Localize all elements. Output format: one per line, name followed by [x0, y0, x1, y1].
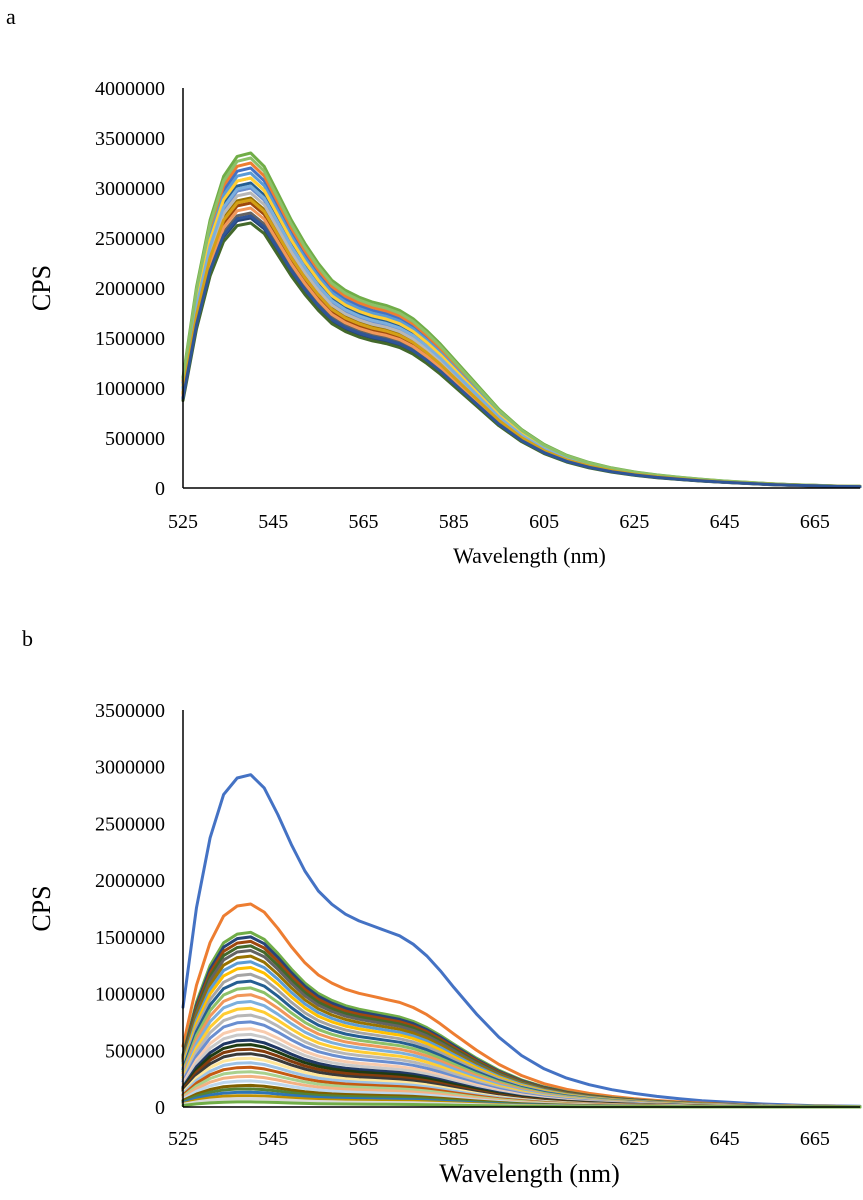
x-tick-label-b: 665 — [800, 1128, 830, 1150]
chart-b: 0 500000 1000000 1500000 2000000 2500000 30000… — [27, 700, 862, 1188]
chart-a: 0 500000 1000000 1500000 2000000 2500000 30000… — [27, 78, 862, 568]
y-tick-label-a: 1000000 — [95, 378, 165, 400]
y-tick-label-b: 500000 — [105, 1040, 165, 1062]
y-tick-label-b: 1500000 — [95, 927, 165, 949]
x-tick-label-a: 525 — [168, 511, 198, 533]
panel-label-a: a — [6, 4, 16, 29]
y-tick-label-b: 3500000 — [95, 700, 165, 722]
panel-label-b: b — [22, 626, 33, 651]
y-tick-label-a: 2500000 — [95, 228, 165, 250]
x-tick-label-b: 585 — [439, 1128, 469, 1150]
y-tick-label-b: 0 — [155, 1097, 165, 1119]
x-tick-label-b: 525 — [168, 1128, 198, 1150]
x-tick-label-b: 545 — [258, 1128, 288, 1150]
y-tick-label-a: 0 — [155, 478, 165, 500]
y-tick-label-a: 4000000 — [95, 78, 165, 100]
x-tick-label-b: 605 — [529, 1128, 559, 1150]
y-tick-label-a: 1500000 — [95, 328, 165, 350]
x-tick-label-a: 645 — [710, 511, 740, 533]
y-tick-label-b: 2500000 — [95, 813, 165, 835]
x-tick-label-b: 565 — [349, 1128, 379, 1150]
x-tick-label-a: 605 — [529, 511, 559, 533]
x-axis-title-a: Wavelength (nm) — [453, 543, 606, 568]
x-tick-label-a: 545 — [258, 511, 288, 533]
x-tick-label-a: 625 — [619, 511, 649, 533]
y-axis-title-a: CPS — [27, 265, 56, 311]
x-axis-title-b: Wavelength (nm) — [439, 1159, 620, 1188]
y-tick-label-b: 3000000 — [95, 757, 165, 779]
x-tick-label-a: 665 — [800, 511, 830, 533]
series-line-b-1 — [181, 773, 862, 1108]
x-tick-label-a: 585 — [439, 511, 469, 533]
x-tick-label-b: 625 — [619, 1128, 649, 1150]
y-tick-label-a: 3500000 — [95, 128, 165, 150]
y-tick-label-a: 500000 — [105, 428, 165, 450]
y-tick-label-a: 2000000 — [95, 278, 165, 300]
series-line-a-20 — [181, 214, 862, 489]
y-tick-label-a: 3000000 — [95, 178, 165, 200]
y-tick-label-b: 2000000 — [95, 870, 165, 892]
x-tick-label-b: 645 — [710, 1128, 740, 1150]
y-tick-label-b: 1000000 — [95, 984, 165, 1006]
x-tick-label-a: 565 — [349, 511, 379, 533]
y-axis-title-b: CPS — [27, 885, 56, 931]
